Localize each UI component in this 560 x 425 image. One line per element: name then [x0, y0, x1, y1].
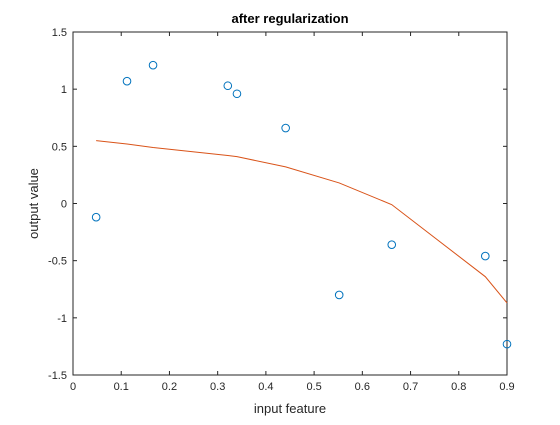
data-point — [481, 251, 490, 261]
data-point — [281, 123, 290, 133]
x-axis-label: input feature — [254, 401, 326, 416]
x-tick-label: 0 — [70, 381, 76, 393]
x-tick-label: 0.9 — [499, 381, 514, 393]
data-point — [223, 81, 233, 91]
data-point — [148, 60, 158, 70]
x-tick-label: 0.2 — [162, 381, 177, 393]
x-tick-label: 0.5 — [306, 381, 321, 393]
x-tick-label: 0.3 — [210, 381, 225, 393]
plot-area: 0 0.1 0.2 0.3 0.4 0.5 0.6 0.7 0.8 0.9 -1.5-1-0.50… — [48, 27, 515, 393]
fit-line — [96, 140, 508, 304]
y-tick-label: -1 — [57, 313, 67, 325]
x-axis-ticks: 0 0.1 0.2 0.3 0.4 0.5 0.6 0.7 0.8 0.9 — [70, 32, 515, 393]
y-axis-label: output value — [26, 168, 41, 239]
x-tick-label: 0.8 — [451, 381, 466, 393]
data-point — [387, 240, 397, 249]
x-tick-label: 0.4 — [258, 381, 273, 393]
y-tick-label: 0 — [61, 199, 67, 211]
y-axis-ticks: -1.5 -1 -0.5 0 0.5 1 1.5 — [48, 27, 507, 382]
data-point — [232, 89, 242, 99]
data-point — [334, 290, 344, 300]
x-tick-label: 0.7 — [403, 381, 418, 393]
y-tick-label: 1.5 — [52, 27, 67, 39]
axes-frame — [72, 31, 508, 376]
fit-line-series — [96, 140, 508, 304]
y-tick-label: -0.5 — [48, 256, 67, 268]
y-tick-label: 1 — [61, 84, 67, 96]
y-tick-label: 0.5 — [52, 141, 67, 153]
data-point — [91, 212, 101, 222]
data-point — [122, 76, 132, 86]
chart-title: after regularization — [231, 11, 348, 26]
data-point — [502, 339, 512, 349]
y-tick-label: -1.5 — [48, 370, 67, 382]
scatter-series — [91, 60, 512, 349]
x-tick-label: 0.1 — [114, 381, 129, 393]
x-tick-label: 0.6 — [355, 381, 370, 393]
